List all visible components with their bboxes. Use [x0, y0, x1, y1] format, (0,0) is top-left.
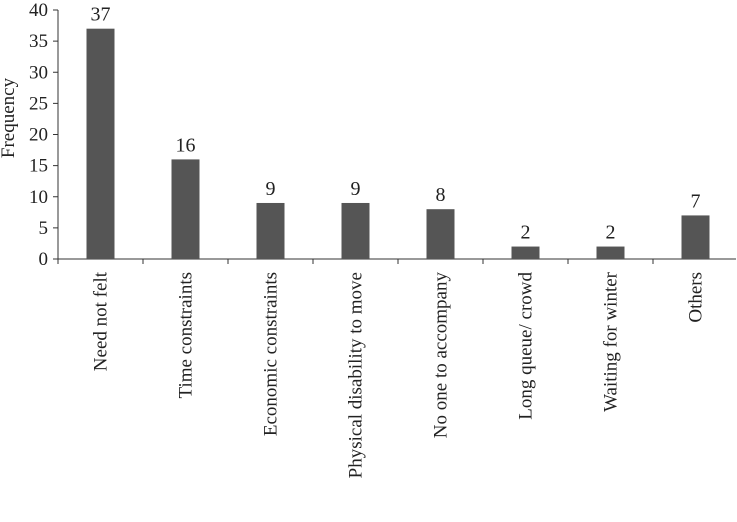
data-label: 16	[176, 134, 196, 156]
bar	[426, 209, 455, 259]
chart-data-labels: 37 16 9 9 8 2 2 7	[91, 4, 701, 244]
data-label: 8	[436, 184, 446, 206]
bar	[256, 202, 285, 259]
x-category-label: Time constraints	[176, 272, 197, 399]
bar	[86, 28, 115, 259]
bar	[681, 215, 710, 259]
data-label: 37	[91, 4, 111, 26]
bar	[596, 246, 625, 259]
y-tick-label: 10	[29, 187, 48, 208]
bar	[511, 246, 540, 259]
x-category-label: Need not felt	[91, 271, 112, 371]
x-category-label: No one to accompany	[431, 272, 452, 439]
x-category-label: Economic constraints	[261, 272, 282, 436]
x-category-label: Others	[686, 272, 707, 323]
bar	[171, 159, 200, 259]
y-axis-title: Frequency	[0, 77, 19, 158]
chart-axes	[57, 10, 736, 264]
y-tick-label: 30	[29, 62, 48, 83]
y-tick-label: 0	[39, 249, 49, 270]
chart-category-labels: Need not felt Time constraints Economic co…	[91, 271, 707, 478]
data-label: 9	[266, 178, 276, 200]
chart-y-ticks: 0 5 10 15 20 25 30 35 40	[29, 0, 58, 270]
bar	[341, 202, 370, 259]
x-category-label: Physical disability to move	[346, 272, 367, 478]
y-tick-label: 15	[29, 156, 48, 177]
data-label: 9	[351, 178, 361, 200]
y-tick-label: 40	[29, 0, 48, 21]
y-tick-label: 5	[39, 218, 49, 239]
data-label: 2	[606, 222, 616, 244]
y-tick-label: 35	[29, 31, 48, 52]
y-tick-label: 25	[29, 93, 48, 114]
data-label: 7	[691, 190, 701, 212]
y-tick-label: 20	[29, 125, 48, 146]
x-category-label: Long queue/ crowd	[516, 272, 537, 420]
chart-bars	[86, 28, 710, 259]
x-category-label: Waiting for winter	[601, 271, 622, 412]
data-label: 2	[521, 222, 531, 244]
